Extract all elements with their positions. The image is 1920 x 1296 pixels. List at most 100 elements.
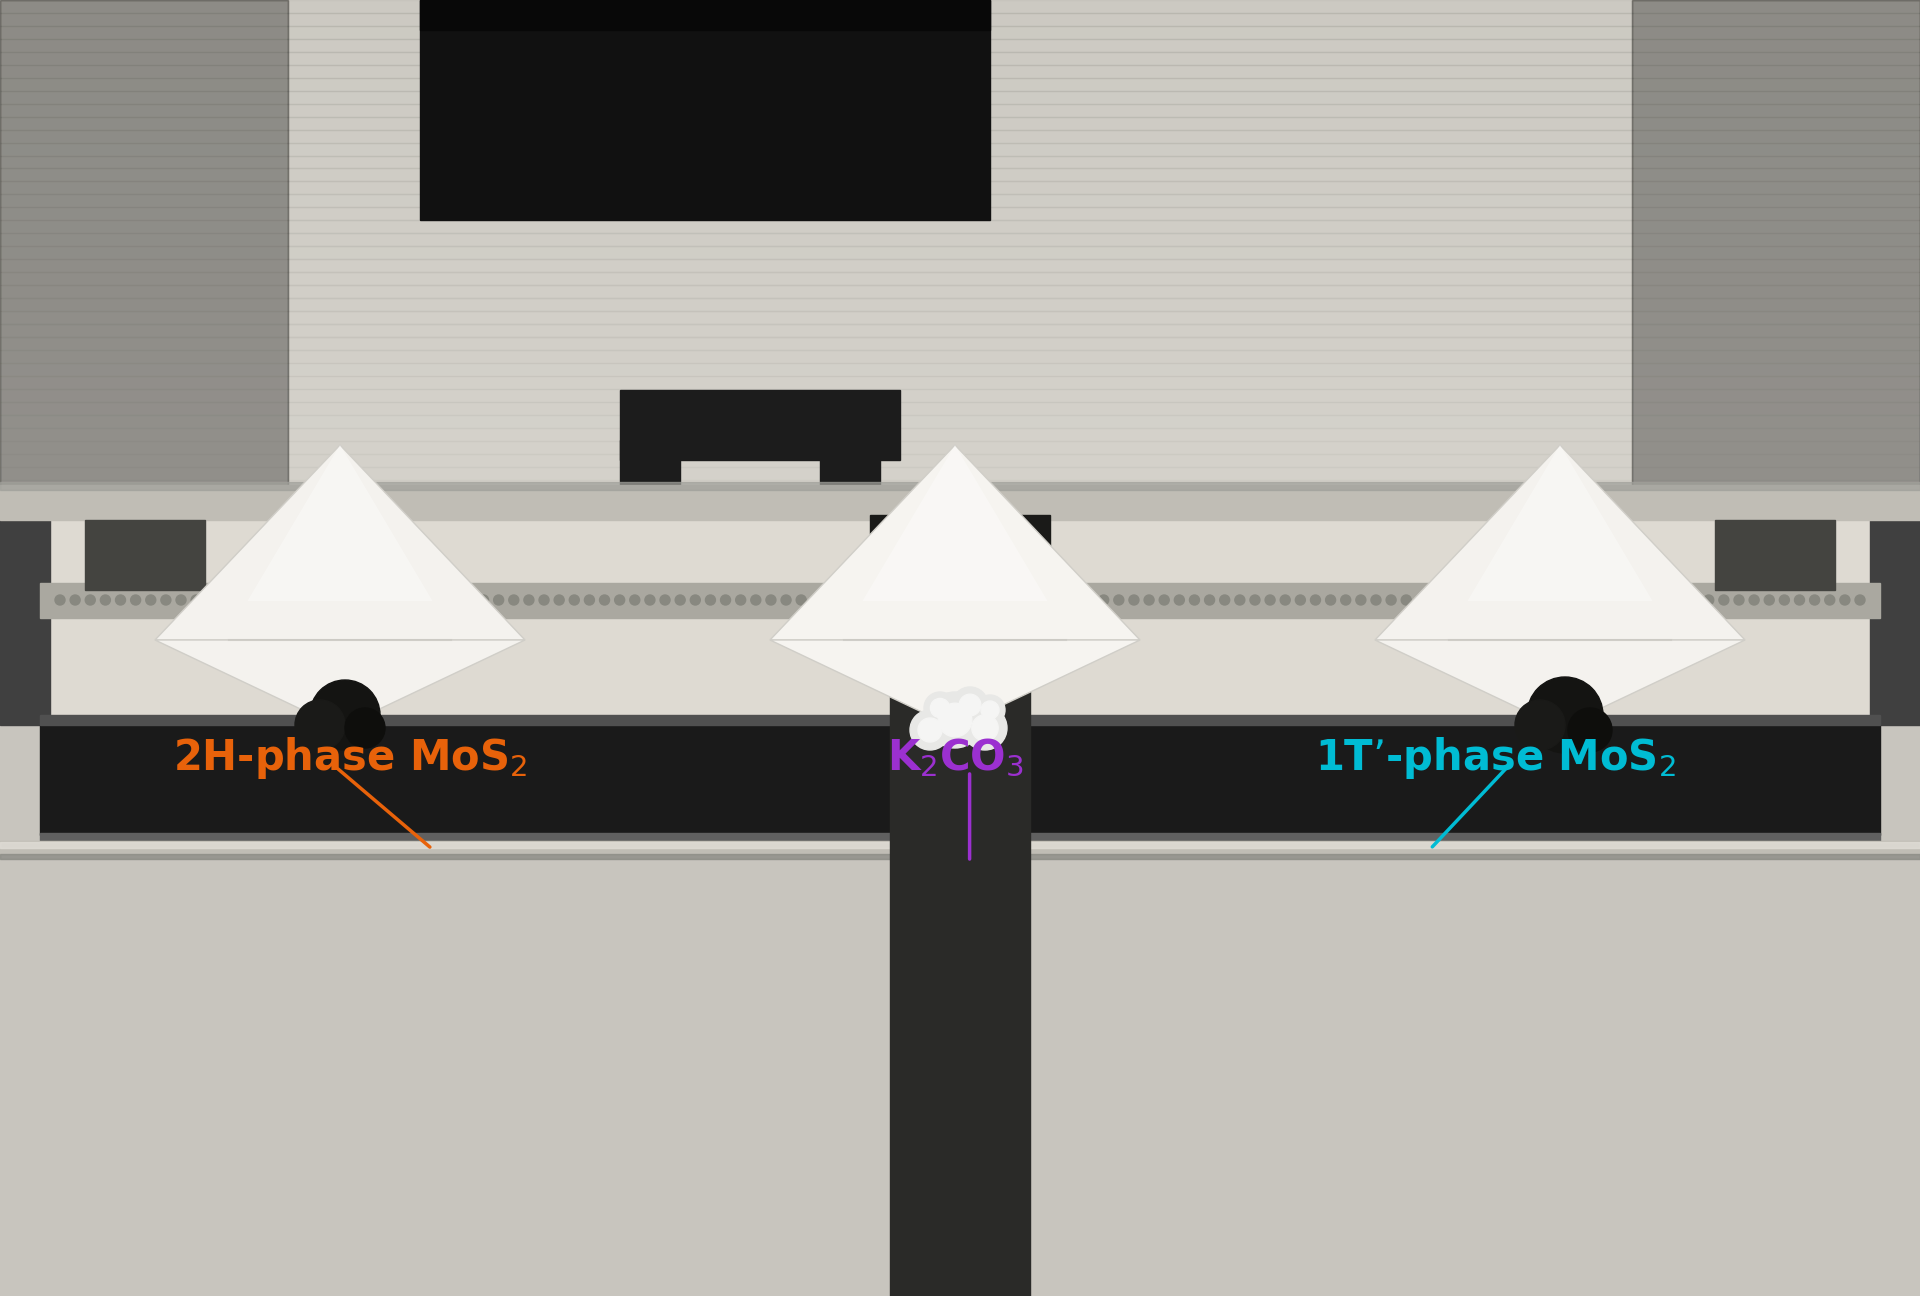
Bar: [0, 1190, 1920, 1203]
Bar: [0, 194, 1920, 207]
Bar: [0, 1252, 1920, 1265]
Bar: [0, 130, 1920, 143]
Circle shape: [71, 595, 81, 605]
Bar: [0, 52, 1920, 65]
Circle shape: [131, 595, 140, 605]
Bar: [0, 0, 288, 1296]
Circle shape: [1476, 595, 1486, 605]
Bar: [0, 1186, 1920, 1199]
Circle shape: [1371, 595, 1380, 605]
Bar: [0, 65, 1920, 78]
Bar: [0, 181, 1920, 194]
Bar: [0, 1213, 1920, 1226]
Bar: [1632, 0, 1920, 1296]
Circle shape: [357, 595, 367, 605]
Circle shape: [975, 695, 1004, 724]
Circle shape: [161, 595, 171, 605]
Circle shape: [1688, 595, 1699, 605]
Circle shape: [1764, 595, 1774, 605]
Circle shape: [781, 595, 791, 605]
Polygon shape: [1375, 445, 1745, 640]
Circle shape: [812, 595, 822, 605]
Bar: [0, 454, 1920, 467]
Circle shape: [1311, 595, 1321, 605]
Text: 2H-phase MoS$_2$: 2H-phase MoS$_2$: [173, 735, 526, 781]
Circle shape: [1515, 700, 1565, 750]
Circle shape: [1281, 595, 1290, 605]
Bar: [1632, 0, 1920, 1296]
Circle shape: [555, 595, 564, 605]
Text: K$_2$CO$_3$: K$_2$CO$_3$: [887, 737, 1023, 779]
Bar: [0, 0, 1920, 13]
Circle shape: [952, 687, 989, 723]
Circle shape: [1098, 595, 1108, 605]
Bar: [0, 324, 1920, 337]
Bar: [0, 376, 1920, 389]
Bar: [0, 490, 1920, 1296]
Bar: [0, 609, 1920, 622]
Bar: [0, 0, 288, 1296]
Polygon shape: [248, 445, 432, 601]
Polygon shape: [1467, 445, 1653, 601]
Bar: [84, 520, 205, 590]
Circle shape: [1461, 595, 1473, 605]
Circle shape: [1507, 595, 1517, 605]
Circle shape: [346, 708, 386, 748]
Circle shape: [1129, 595, 1139, 605]
Circle shape: [447, 595, 459, 605]
Bar: [0, 298, 1920, 311]
Circle shape: [1492, 595, 1501, 605]
Bar: [1632, 0, 1920, 1296]
Circle shape: [1265, 595, 1275, 605]
Bar: [0, 207, 1920, 220]
Circle shape: [1749, 595, 1759, 605]
Circle shape: [797, 595, 806, 605]
Bar: [0, 1240, 1920, 1253]
Circle shape: [298, 595, 307, 605]
Bar: [870, 515, 1050, 570]
Bar: [0, 156, 1920, 168]
Bar: [0, 78, 1920, 91]
Bar: [0, 91, 1920, 104]
Circle shape: [910, 710, 950, 750]
Bar: [420, 0, 991, 30]
Bar: [0, 337, 1920, 350]
Bar: [0, 39, 1920, 52]
Circle shape: [927, 692, 983, 748]
Bar: [0, 467, 1920, 480]
Circle shape: [313, 595, 323, 605]
Polygon shape: [1375, 640, 1745, 728]
Bar: [620, 390, 900, 460]
Circle shape: [478, 595, 488, 605]
Circle shape: [691, 595, 701, 605]
Circle shape: [493, 595, 503, 605]
Bar: [1632, 0, 1920, 1296]
Circle shape: [1538, 595, 1548, 605]
Bar: [1715, 520, 1836, 590]
Bar: [0, 1275, 1920, 1288]
Bar: [0, 0, 288, 1296]
Bar: [1632, 0, 1920, 1296]
Bar: [0, 1267, 1920, 1280]
Bar: [0, 557, 1920, 570]
Bar: [820, 441, 879, 619]
Bar: [0, 1256, 1920, 1269]
Bar: [0, 0, 288, 1296]
Circle shape: [735, 595, 745, 605]
Circle shape: [751, 595, 760, 605]
Bar: [0, 544, 1920, 557]
Circle shape: [720, 595, 730, 605]
Circle shape: [388, 595, 397, 605]
Bar: [620, 441, 680, 619]
Bar: [0, 1283, 1920, 1296]
Circle shape: [1628, 595, 1638, 605]
Bar: [0, 0, 288, 1296]
Circle shape: [56, 595, 65, 605]
Circle shape: [931, 699, 950, 718]
Bar: [420, 0, 991, 220]
Circle shape: [939, 704, 972, 737]
Circle shape: [1160, 595, 1169, 605]
Bar: [0, 285, 1920, 298]
Circle shape: [1567, 595, 1578, 605]
Bar: [0, 246, 1920, 259]
